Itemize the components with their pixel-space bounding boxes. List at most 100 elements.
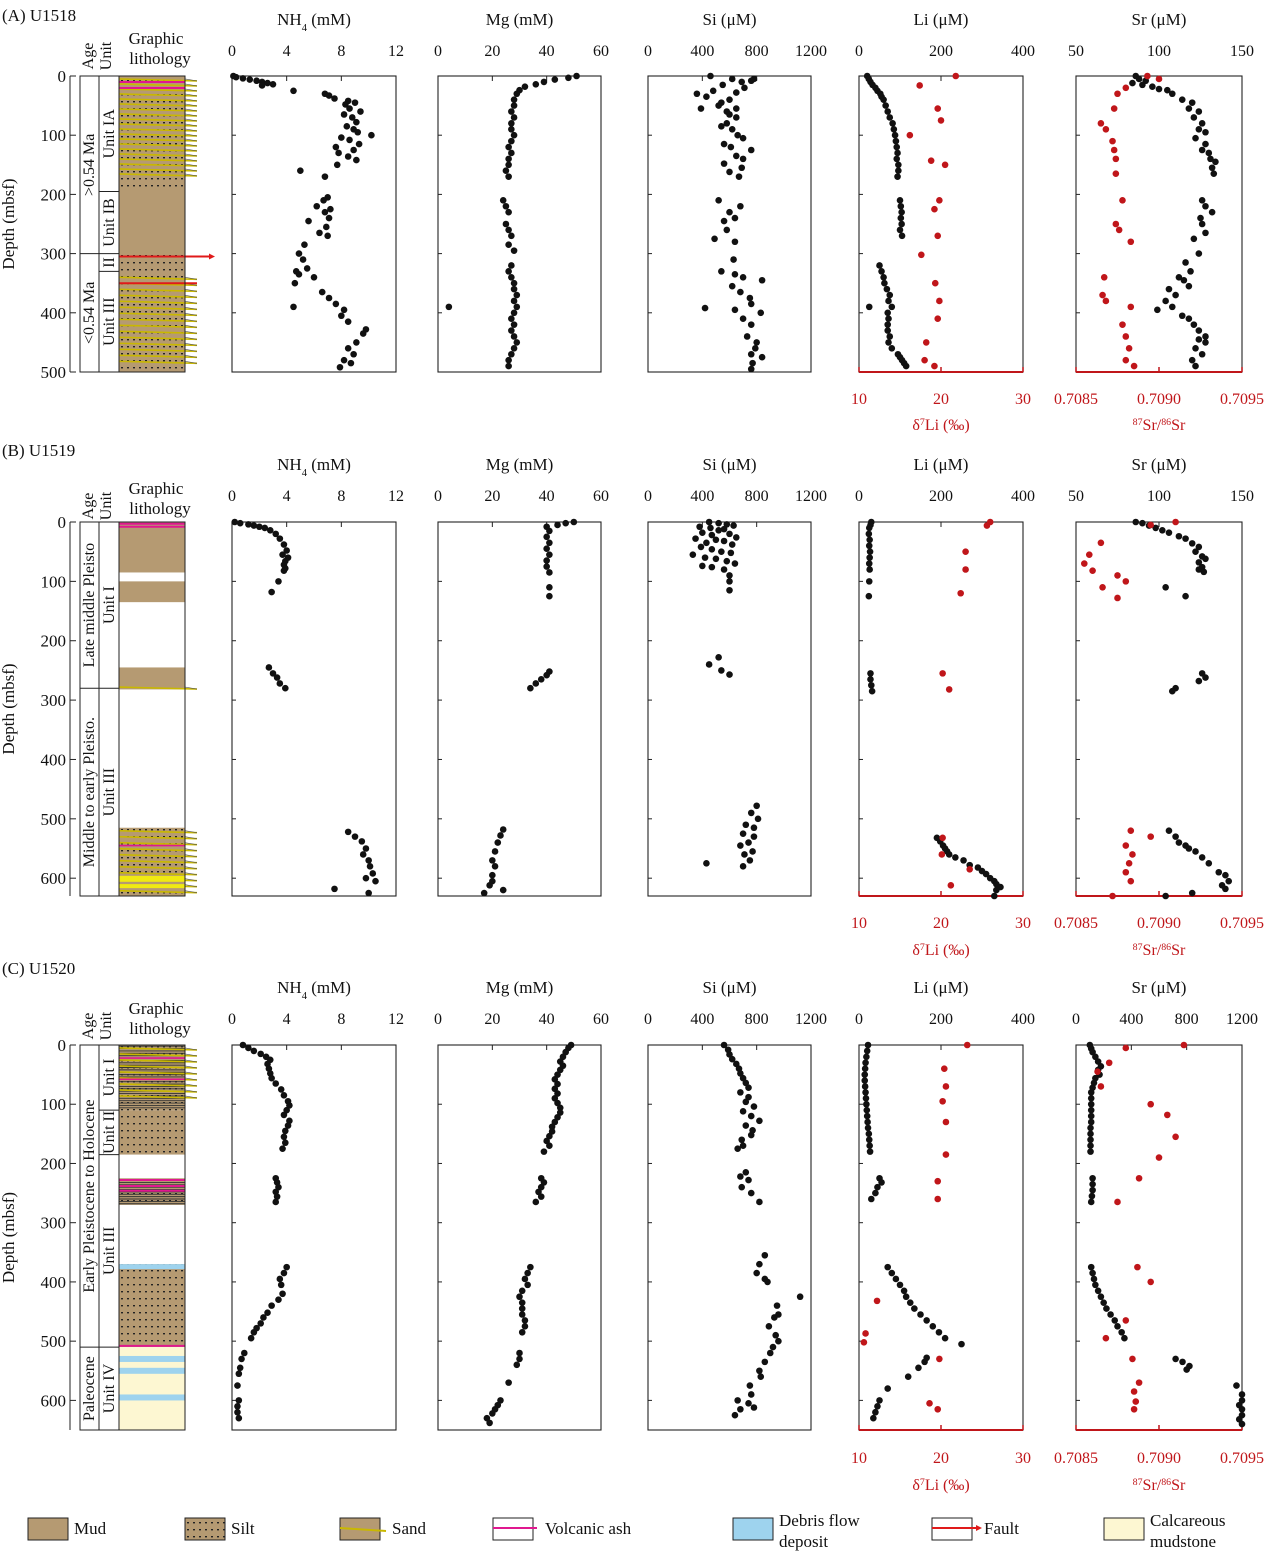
data-point [764,1278,771,1286]
data-point [238,1355,245,1363]
data-point [720,1041,728,1049]
sand-layer-edge [184,123,198,127]
red-data-point [942,1118,950,1126]
data-point [906,1299,914,1306]
data-point [362,845,370,852]
data-point [753,1269,760,1277]
data-point [1149,83,1156,90]
data-point [1175,839,1183,846]
data-point [551,76,559,83]
red-data-point [1102,297,1110,305]
data-point [890,125,898,133]
sand-layer-edge [184,294,198,298]
data-point [1087,1095,1095,1102]
age-header: Age [80,1013,97,1040]
data-point [1192,548,1199,555]
red-data-point [1122,84,1130,92]
plot-frame [1075,75,1243,373]
data-point [692,535,699,542]
data-point [761,1358,769,1366]
data-point [272,1198,280,1206]
data-point [771,1314,778,1321]
sand-layer [118,348,198,353]
data-point [742,1122,750,1129]
age-label: <0.54 Ma [81,282,98,344]
sand-layer [118,360,198,365]
data-point [250,1047,258,1055]
data-point [1087,1148,1094,1155]
data-point [1089,1186,1096,1194]
data-point [865,560,873,567]
sand-layer-edge [184,118,198,122]
depth-tick-label: 100 [41,572,67,591]
data-point [521,1275,529,1283]
data-point [234,1382,241,1389]
red-data-point [939,670,946,677]
data-point [732,105,740,112]
data-point [885,297,892,305]
data-point [508,149,515,157]
data-point [731,238,739,246]
sand-layer [118,168,198,172]
unit-label: Unit III [101,768,118,816]
data-point [756,1367,763,1375]
data-point [303,265,311,272]
data-point [505,1379,512,1386]
data-point [257,1050,265,1058]
data-point [502,220,510,228]
data-point [991,892,998,900]
data-point [297,167,304,175]
red-data-point [1180,1041,1188,1049]
data-point [508,262,515,269]
data-point [726,96,733,103]
red-data-point [922,339,930,346]
sand-layer-edge [184,1047,198,1051]
data-point [757,1373,765,1380]
data-point [749,848,756,855]
data-point [235,1370,243,1378]
data-point [1198,120,1206,127]
data-point [731,560,739,567]
data-point [718,548,725,555]
data-point [708,563,716,571]
data-point [1195,250,1203,257]
sand-layer [118,889,198,894]
data-point [1188,889,1196,897]
data-point [510,279,518,287]
data-point [741,851,748,858]
data-point [1168,303,1176,311]
lithology-header: lithology [129,1019,191,1038]
sand-layer-edge [184,1083,198,1087]
data-point [689,551,697,558]
red-data-point [945,686,953,693]
sand-layer [118,1059,198,1063]
sand-layer [118,829,198,834]
data-point [351,833,359,840]
data-point [1090,1275,1098,1283]
data-point [1172,1355,1179,1363]
data-point [769,1343,777,1351]
depth-tick-label: 200 [41,185,67,204]
secondary-tick-label: 10 [851,915,867,932]
red-data-point [957,589,964,597]
red-data-point [1114,1198,1121,1206]
red-data-point [1127,827,1135,834]
secondary-tick-label: 30 [1015,391,1031,408]
data-point [231,518,239,526]
red-data-point [1085,551,1093,558]
data-point [510,131,518,139]
panel-B: (B) U1519 Depth (mbsf) 0 100 200 300 400 500 600… [0,441,198,897]
data-point [750,75,758,83]
data-point [1192,848,1199,855]
sand-layer-edge [184,878,198,881]
panel-A: (A) U1518 Depth (mbsf) 0 100 200 300 400 500 Age… [0,6,215,382]
sand-layer [118,847,198,852]
red-data-point [940,1065,948,1072]
red-data-point [934,315,942,323]
data-point [290,87,297,95]
data-point [723,557,731,565]
data-point [894,149,901,157]
data-point [353,339,360,346]
data-point [1155,85,1163,93]
